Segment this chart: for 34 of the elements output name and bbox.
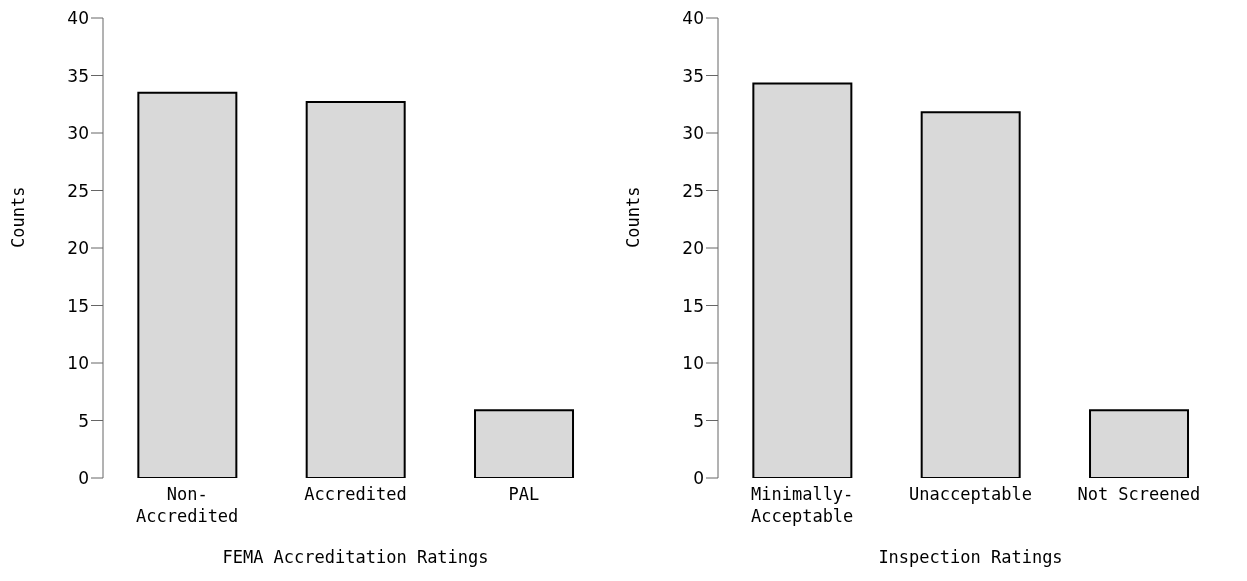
y-tick-label: 10 [682, 353, 704, 374]
x-tick-label: PAL [508, 484, 540, 504]
x-tick-label: Non-Accredited [135, 484, 239, 526]
x-tick-label: Minimally-Acceptable [750, 484, 854, 526]
x-tick-label: Accredited [304, 484, 407, 504]
x-tick-label: Not Screened [1077, 484, 1201, 504]
y-tick-label: 15 [682, 295, 704, 316]
y-tick-label: 35 [67, 65, 89, 86]
y-tick-label: 20 [67, 238, 89, 259]
y-tick-label: 5 [693, 410, 704, 431]
x-axis-title: Inspection Ratings [878, 547, 1063, 567]
bar [305, 100, 406, 478]
bar [920, 111, 1021, 478]
y-tick-label: 40 [67, 8, 89, 29]
y-tick-label: 20 [682, 238, 704, 259]
y-tick-label: 15 [67, 295, 89, 316]
x-axis-title: FEMA Accreditation Ratings [222, 547, 489, 567]
y-axis-title: Counts [623, 186, 644, 248]
y-tick-label: 40 [682, 8, 704, 29]
y-tick-label: 0 [693, 468, 704, 489]
y-tick-label: 25 [682, 180, 704, 201]
y-tick-label: 5 [78, 410, 89, 431]
y-tick-label: 30 [682, 123, 704, 144]
bar [1089, 409, 1190, 478]
bar [474, 409, 575, 478]
y-tick-label: 25 [67, 180, 89, 201]
y-axis-title: Counts [8, 186, 29, 248]
y-tick-label: 10 [67, 353, 89, 374]
y-tick-label: 30 [67, 123, 89, 144]
bar [137, 91, 238, 478]
bar [752, 82, 853, 478]
x-tick-label: Unacceptable [909, 484, 1032, 504]
y-tick-label: 35 [682, 65, 704, 86]
y-tick-label: 0 [78, 468, 89, 489]
